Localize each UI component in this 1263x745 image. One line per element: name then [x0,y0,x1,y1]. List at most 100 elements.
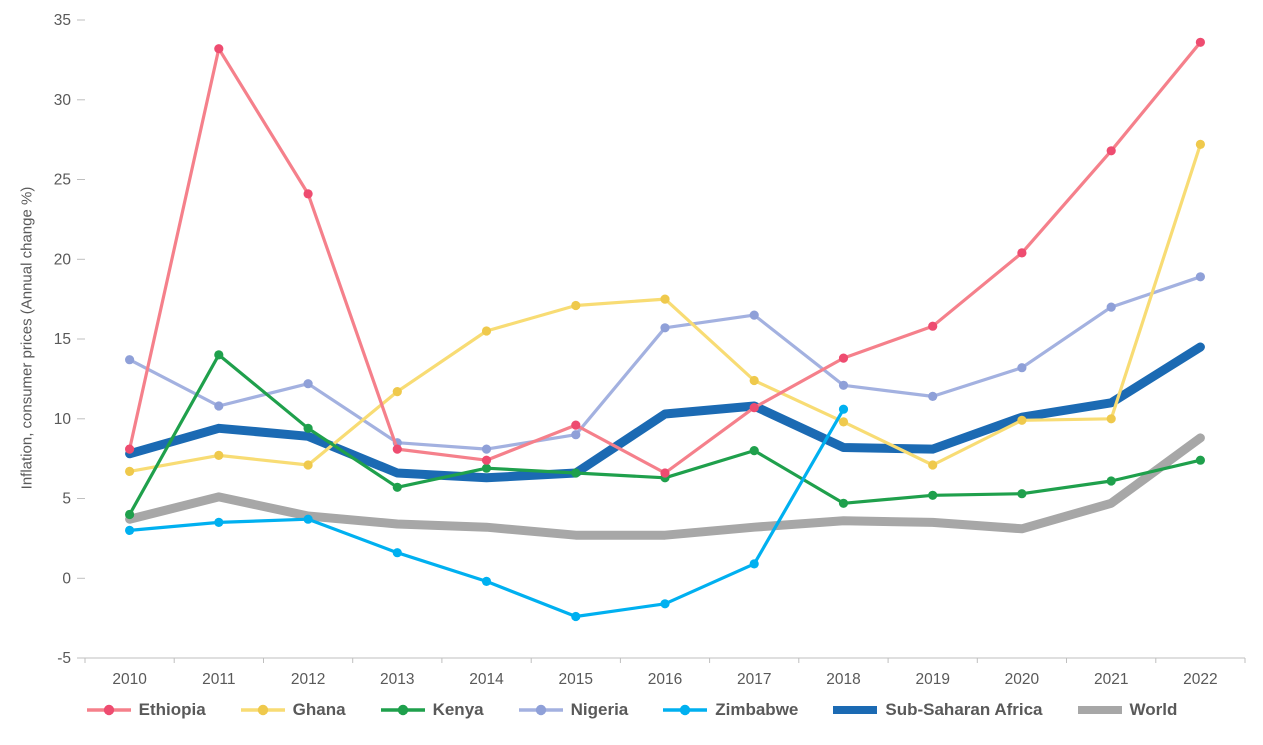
legend-item-ghana: Ghana [240,700,346,720]
legend-label-kenya: Kenya [432,700,484,719]
series-ethiopia [125,37,1205,478]
series-marker-ethiopia [1017,248,1027,258]
x-tick-label: 2020 [1005,671,1040,688]
series-marker-ethiopia [214,44,224,54]
series-marker-ghana [838,417,849,427]
series-marker-nigeria [1017,363,1027,373]
legend-dot-zimbabwe [680,704,691,716]
y-axis-ticks: 35 30 25 20 15 10 5 0 -5 [54,12,85,667]
x-axis-labels: 2010 2011 2012 2013 2014 2015 2016 2017 2018 2019… [112,671,1217,688]
chart-legend: Ethiopia Ghana Kenya Nigeria Zimbabwe Sub-Sah… [0,700,1263,720]
series-marker-kenya [749,446,759,456]
legend-item-kenya: Kenya [380,700,484,720]
series-marker-nigeria [125,355,135,365]
series-marker-nigeria [1195,272,1205,282]
series-marker-zimbabwe [214,517,224,528]
series-marker-ethiopia [571,420,581,430]
y-tick-label: 35 [54,12,71,29]
series-marker-ethiopia [660,468,670,478]
series-marker-ethiopia [1195,37,1205,47]
axes [84,657,1246,663]
series-marker-ghana [125,466,135,476]
series-marker-kenya [1017,489,1027,499]
series-marker-ghana [928,460,938,470]
series-marker-kenya [1106,476,1116,486]
legend-label-zimbabwe: Zimbabwe [715,700,799,719]
series-marker-ethiopia [749,403,759,413]
legend-dot-kenya [397,704,408,716]
y-tick-label: -5 [57,650,71,667]
series-marker-kenya [214,350,224,360]
x-tick-label: 2021 [1094,671,1128,688]
x-tick-label: 2022 [1183,671,1217,688]
legend-item-ethiopia: Ethiopia [86,700,206,720]
series-marker-ghana [392,387,402,397]
series-marker-ethiopia [1106,146,1116,156]
legend-item-sub-saharan-africa: Sub-Saharan Africa [832,700,1043,720]
x-tick-label: 2013 [380,671,414,688]
series-marker-ghana [571,300,581,311]
y-axis-title: Inflation, consumer prices (Annual chang… [18,186,36,490]
y-tick-label: 25 [54,172,71,189]
series-marker-kenya [481,463,492,473]
legend-marker-zimbabwe [663,704,708,716]
series-marker-ghana [303,460,313,470]
series-marker-zimbabwe [481,576,492,587]
legend-marker-nigeria [518,704,563,716]
series-marker-ghana [214,450,224,460]
y-tick-label: 15 [54,331,71,348]
series-marker-zimbabwe [125,525,135,536]
series-marker-nigeria [749,310,759,320]
legend-marker-world [1077,706,1122,714]
series-marker-zimbabwe [749,559,759,569]
x-tick-label: 2017 [737,671,771,688]
legend-dot-ethiopia [103,704,114,716]
series-ghana [125,139,1205,476]
series-zimbabwe [125,404,849,622]
legend-item-zimbabwe: Zimbabwe [662,700,798,720]
series-marker-zimbabwe [571,611,581,622]
legend-dot-ghana [257,704,268,716]
y-tick-label: 20 [54,251,72,268]
x-tick-label: 2010 [112,671,147,688]
legend-label-ethiopia: Ethiopia [138,700,206,719]
series-line-ghana [128,142,1202,473]
x-tick-label: 2012 [291,671,325,688]
series-marker-kenya [571,468,581,478]
x-tick-label: 2015 [559,671,593,688]
series-marker-zimbabwe [838,404,849,414]
series-marker-kenya [928,490,938,500]
legend-marker-ethiopia [86,704,131,716]
x-tick-label: 2016 [648,671,682,688]
series-marker-nigeria [838,380,849,390]
legend-label-world: World [1129,700,1178,719]
y-tick-label: 5 [62,491,71,508]
series-marker-ethiopia [481,455,492,465]
series-marker-ghana [1017,415,1027,425]
series-marker-ethiopia [928,321,938,331]
series-marker-kenya [125,509,135,520]
series-marker-nigeria [928,391,938,401]
legend-item-world: World [1077,700,1178,720]
series-marker-nigeria [481,444,492,454]
legend-marker-ghana [240,704,285,716]
y-tick-label: 30 [54,92,72,109]
legend-label-sub-saharan-africa: Sub-Saharan Africa [885,700,1043,719]
series-marker-ethiopia [125,444,135,454]
series-marker-ghana [1195,139,1205,149]
series-marker-zimbabwe [660,599,670,609]
x-tick-label: 2011 [202,671,235,688]
y-tick-label: 0 [62,570,71,587]
legend-marker-sub-saharan-africa [833,706,878,714]
legend-dot-nigeria [535,704,546,716]
series-marker-ghana [1106,414,1116,424]
x-tick-label: 2018 [826,671,860,688]
series-marker-nigeria [214,401,224,411]
y-tick-label: 10 [54,411,72,428]
x-tick-label: 2014 [469,671,504,688]
legend-item-nigeria: Nigeria [518,700,628,720]
series-marker-ghana [481,326,492,336]
x-tick-label: 2019 [915,671,949,688]
series-marker-nigeria [660,323,670,333]
